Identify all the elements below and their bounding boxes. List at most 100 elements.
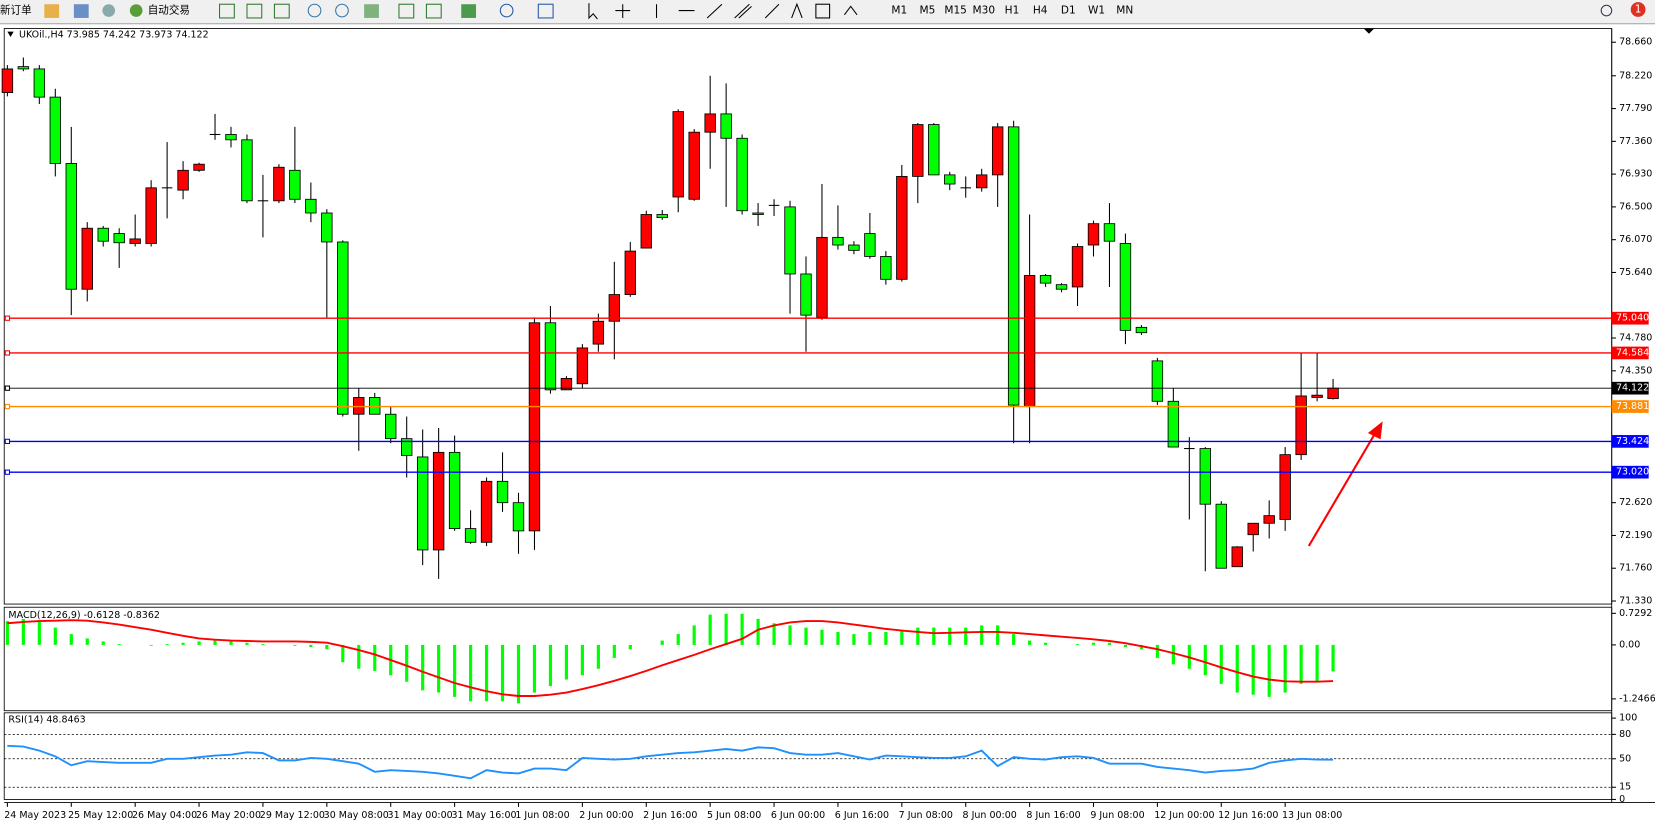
trendline-tool[interactable]	[706, 3, 723, 19]
timeframe-button[interactable]: H4	[1033, 5, 1048, 17]
timeframe-button[interactable]: D1	[1061, 5, 1076, 17]
candle-body	[784, 206, 796, 275]
candle-body	[752, 212, 764, 215]
candle-body	[1071, 246, 1084, 288]
candle-body	[241, 139, 253, 202]
candle-body	[1151, 360, 1164, 402]
fibo-tool[interactable]	[764, 3, 780, 19]
search-icon[interactable]	[1600, 4, 1613, 17]
level-handle	[4, 315, 11, 321]
candle-body	[512, 502, 525, 532]
candle-body	[1199, 448, 1211, 505]
candle-body	[1327, 387, 1339, 400]
candle-body	[592, 320, 605, 345]
icon[interactable]	[461, 4, 477, 18]
candle-body	[864, 233, 876, 257]
new-order-button[interactable]: 新订单	[0, 4, 32, 17]
level-handle	[4, 350, 11, 356]
level-label-bg	[1611, 311, 1649, 325]
y-tick-label: 76.930	[1619, 169, 1652, 180]
candle-body	[832, 236, 844, 246]
candle-body	[129, 238, 141, 244]
macd-bar	[772, 623, 776, 645]
macd-bar	[197, 641, 201, 645]
macd-bar	[596, 644, 600, 669]
macd-bar	[580, 644, 584, 676]
timeframe-button[interactable]: M5	[920, 5, 936, 17]
x-tick-label: 6 Jun 00:00	[771, 810, 825, 821]
candle-body	[800, 273, 812, 316]
channel-tool[interactable]	[734, 3, 752, 19]
macd-bar	[309, 644, 313, 648]
x-tick-label: 12 Jun 00:00	[1154, 810, 1214, 821]
y-tick-label: 76.070	[1619, 234, 1652, 245]
macd-bar	[453, 644, 457, 697]
macd-bar	[1043, 642, 1048, 645]
timeframe-button[interactable]: W1	[1088, 5, 1105, 17]
icon[interactable]	[307, 3, 322, 18]
notification-badge[interactable]	[1630, 2, 1646, 17]
candle-body	[416, 456, 429, 551]
y-tick-label: 15	[1619, 782, 1631, 793]
macd-bar	[516, 644, 521, 704]
icon[interactable]	[537, 3, 554, 19]
icon[interactable]	[364, 4, 379, 18]
icon[interactable]	[44, 4, 60, 18]
icon[interactable]	[425, 3, 442, 19]
cursor-tool[interactable]	[588, 3, 598, 20]
y-tick-label: 77.790	[1619, 103, 1652, 114]
candle-body	[321, 212, 333, 243]
icon[interactable]	[499, 3, 514, 18]
icon[interactable]	[219, 3, 235, 19]
macd-bar	[341, 644, 345, 663]
crosshair-tool[interactable]	[615, 4, 631, 18]
candle-body	[193, 163, 205, 171]
candle-body	[560, 377, 573, 391]
macd-bar	[117, 644, 121, 645]
candle-body	[848, 244, 860, 251]
icon[interactable]	[273, 3, 290, 19]
arrow-annotation	[1307, 432, 1377, 547]
macd-bar	[1331, 644, 1335, 672]
macd-bar	[756, 618, 760, 645]
level-handle	[4, 469, 11, 475]
macd-bar	[165, 644, 169, 645]
text-tool[interactable]	[791, 2, 803, 19]
timeframe-button[interactable]: M1	[891, 5, 907, 17]
auto-trading-button[interactable]: 自动交易	[148, 4, 190, 17]
candle-body	[1295, 395, 1307, 456]
macd-bar	[1091, 642, 1096, 645]
macd-bar	[1123, 644, 1128, 648]
x-tick-label: 29 May 12:00	[260, 810, 325, 821]
x-tick-label: 26 May 04:00	[132, 810, 197, 821]
icon[interactable]	[335, 3, 349, 18]
x-tick-label: 2 Jun 00:00	[579, 810, 633, 821]
level-label: 73.881	[1616, 401, 1649, 412]
candle-body	[624, 250, 637, 295]
level-label-bg	[1611, 435, 1649, 448]
timeframe-button[interactable]: H1	[1005, 5, 1020, 17]
candle-body	[1215, 503, 1227, 569]
macd-bar	[788, 625, 792, 645]
arrow-tool[interactable]	[843, 5, 858, 16]
candle-body	[1055, 284, 1068, 290]
label-tool[interactable]	[815, 3, 831, 19]
x-tick-label: 8 Jun 16:00	[1026, 810, 1080, 821]
y-tick-label: 78.660	[1619, 37, 1652, 48]
timeframe-button[interactable]: M30	[973, 5, 996, 17]
timeframe-button[interactable]: M15	[944, 5, 967, 17]
timeframe-button[interactable]: MN	[1116, 5, 1133, 17]
header-arrow	[7, 31, 14, 37]
panel-frame	[3, 712, 1613, 800]
icon[interactable]	[129, 4, 143, 17]
icon[interactable]	[398, 3, 415, 19]
icon[interactable]	[102, 4, 116, 17]
macd-bar	[932, 627, 936, 645]
macd-bar	[708, 614, 712, 645]
macd-bar	[820, 629, 824, 645]
notification-count: 1	[1635, 4, 1642, 16]
icon[interactable]	[246, 3, 263, 19]
icon[interactable]	[73, 4, 89, 18]
macd-bar	[900, 629, 904, 645]
